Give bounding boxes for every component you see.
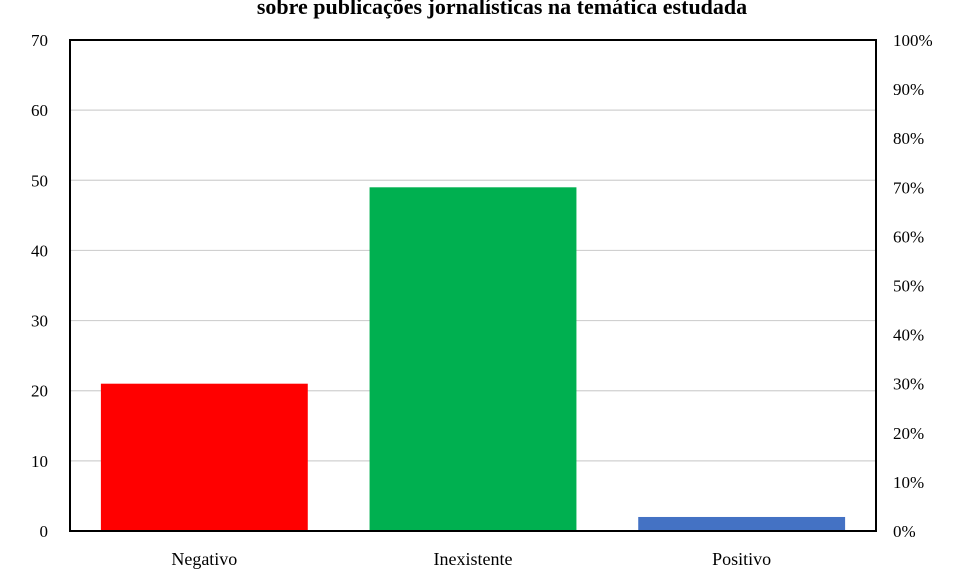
- y-tick-label: 70: [31, 31, 48, 50]
- y-tick-label: 30: [31, 312, 48, 331]
- y-tick-label: 10: [31, 452, 48, 471]
- y-tick-label: 40: [31, 241, 48, 260]
- y2-tick-label: 10%: [893, 473, 924, 492]
- x-tick-label: Inexistente: [434, 549, 513, 569]
- y-tick-label: 60: [31, 101, 48, 120]
- chart-title: sobre publicações jornalísticas na temát…: [257, 0, 747, 19]
- y2-tick-label: 80%: [893, 129, 924, 148]
- y2-tick-label: 20%: [893, 424, 924, 443]
- left-axis-ticks: 0 10 20 30 40 50 60 70: [31, 31, 48, 541]
- category-labels: Negativo Inexistente Positivo: [171, 549, 771, 569]
- bar-inexistente: [369, 187, 577, 532]
- plot-area-frame: [69, 39, 877, 532]
- y-tick-label: 50: [31, 171, 48, 190]
- y2-tick-label: 30%: [893, 375, 924, 394]
- y2-tick-label: 0%: [893, 522, 916, 541]
- y2-tick-label: 70%: [893, 178, 924, 197]
- right-axis-ticks: 0% 10% 20% 30% 40% 50% 60% 70% 80% 90% 100%: [893, 31, 933, 541]
- bar-positivo: [638, 516, 846, 531]
- x-tick-label: Negativo: [171, 549, 237, 569]
- y2-tick-label: 90%: [893, 80, 924, 99]
- y2-tick-label: 50%: [893, 277, 924, 296]
- bar-negativo: [100, 383, 308, 531]
- y2-tick-label: 60%: [893, 227, 924, 246]
- y2-tick-label: 40%: [893, 326, 924, 345]
- bars: [100, 187, 846, 532]
- y2-tick-label: 100%: [893, 31, 933, 50]
- y-tick-label: 20: [31, 382, 48, 401]
- x-tick-label: Positivo: [712, 549, 771, 569]
- y-tick-label: 0: [40, 522, 49, 541]
